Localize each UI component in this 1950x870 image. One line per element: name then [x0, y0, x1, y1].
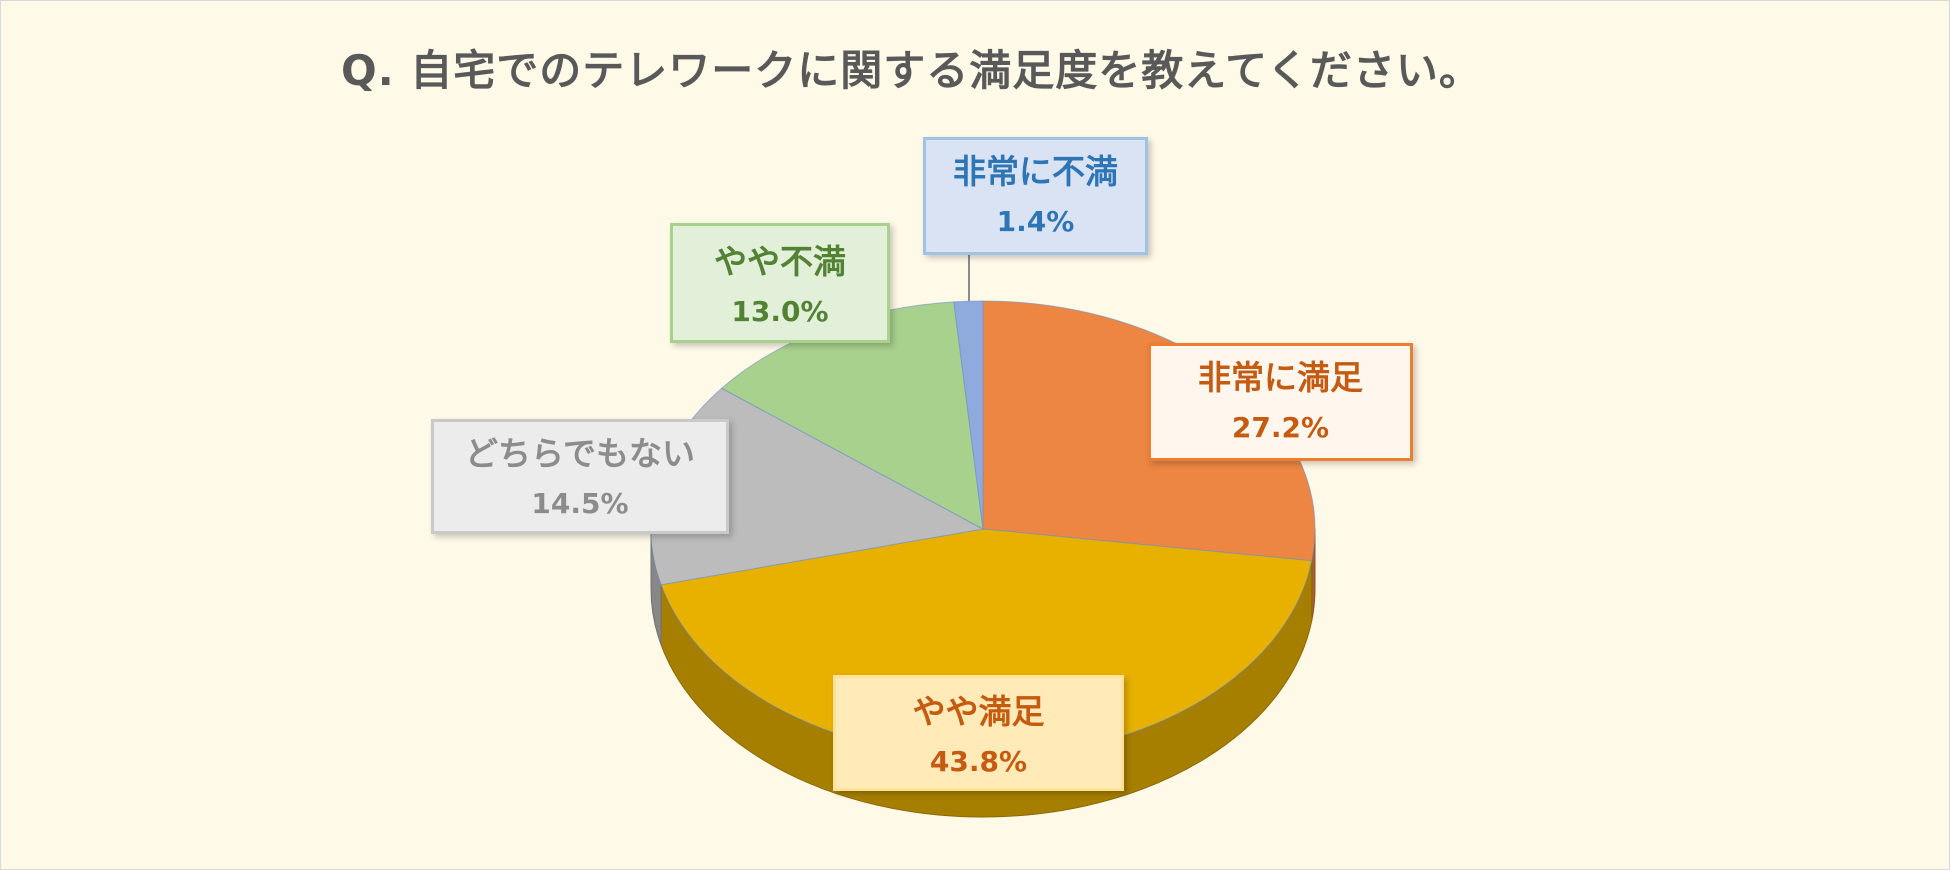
- pie-slice-非常に不満: [953, 300, 984, 530]
- slice-value: 13.0%: [731, 295, 829, 328]
- data-label-very-satisfied: 非常に満足 27.2%: [1148, 343, 1413, 461]
- slice-label: やや満足: [912, 692, 1045, 731]
- data-label-somewhat-satisfied: やや満足 43.8%: [833, 675, 1124, 791]
- slice-value: 27.2%: [1231, 411, 1330, 444]
- slice-label: 非常に満足: [1198, 358, 1363, 397]
- slice-value: 43.8%: [929, 745, 1028, 778]
- slice-value: 14.5%: [531, 487, 629, 520]
- pie-top-layer: [650, 300, 1316, 758]
- data-label-very-dissatisfied: 非常に不満 1.4%: [923, 137, 1148, 255]
- data-label-somewhat-dissatisfied: やや不満 13.0%: [670, 223, 890, 343]
- slice-label: やや不満: [714, 242, 846, 281]
- slice-label: どちらでもない: [464, 434, 695, 473]
- slice-label: 非常に不満: [953, 152, 1118, 191]
- slice-value: 1.4%: [996, 205, 1075, 238]
- data-label-neutral: どちらでもない 14.5%: [431, 419, 729, 534]
- chart-title: Q. 自宅でのテレワークに関する満足度を教えてください。: [341, 46, 1482, 95]
